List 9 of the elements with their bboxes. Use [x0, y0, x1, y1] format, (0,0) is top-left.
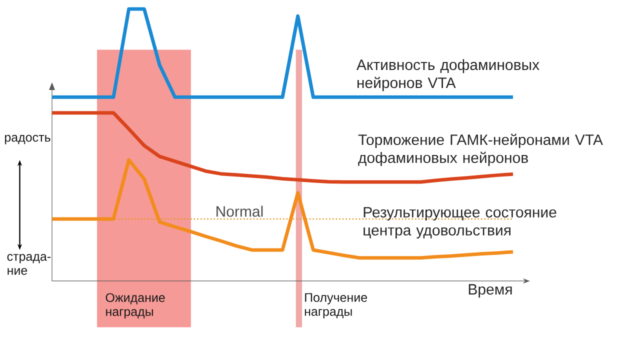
x-axis-title: Время [468, 284, 512, 298]
text: Ожидание награды [106, 293, 165, 318]
series-label: Результирующее состояние центра удовольствия [364, 207, 556, 238]
text: радость [4, 134, 50, 144]
text: Получение награды [304, 293, 368, 318]
text: страда-ние [7, 254, 51, 275]
series-label: Активность дофаминовых нейронов VTA [356, 59, 540, 92]
ref-line-label: Normal [216, 206, 263, 217]
series-label: Торможение ГАМК-нейронами VTA дофаминовых нейронов [358, 134, 603, 166]
